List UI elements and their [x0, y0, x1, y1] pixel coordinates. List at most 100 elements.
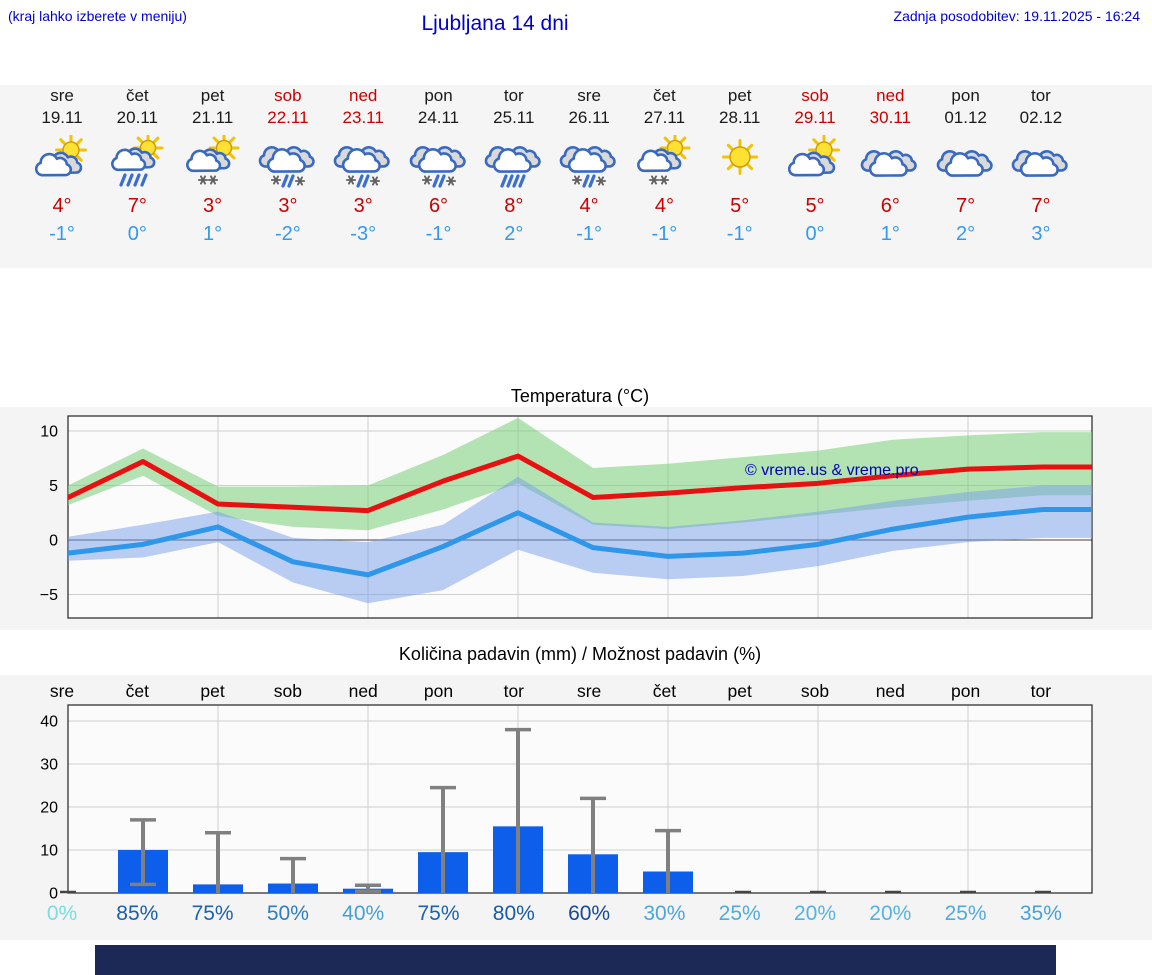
day-date: 22.11 [267, 108, 309, 127]
day-date: 20.11 [116, 108, 158, 127]
day-name: ned [349, 86, 378, 105]
y-axis-tick: 10 [40, 843, 58, 860]
precip-probability-label: 85% [116, 902, 158, 925]
y-axis-tick: 40 [40, 714, 58, 731]
day-date: 01.12 [944, 108, 987, 127]
high-temp: 3° [203, 195, 223, 217]
low-temp: -1° [576, 223, 602, 245]
day-date: 21.11 [191, 108, 234, 127]
precip-error-bar [355, 883, 381, 894]
precipitation-chart: sre čet pet sob ned pon tor sre čet pet sob ned pon t… [0, 675, 1152, 940]
precip-error-bar [655, 828, 681, 893]
last-update-timestamp: Zadnja posodobitev: 19.11.2025 - 16:24 [893, 8, 1140, 24]
precipitation-chart-svg: sre čet pet sob ned pon tor sre čet pet sob ned pon t… [40, 681, 1093, 925]
forecast-day: tor 25.11 8° 2° [476, 85, 552, 268]
temperature-chart-title: Temperatura (°C) [510, 386, 650, 406]
precip-probability-label: 75% [417, 902, 459, 925]
precip-probability-label: 25% [945, 902, 987, 925]
forecast-day: pet 21.11 3° 1° [175, 85, 251, 268]
day-name: pon [424, 86, 453, 105]
day-name: ned [876, 86, 905, 105]
temp-max-band [68, 417, 1092, 531]
forecast-strip: sre 19.11 4° -1° čet 20.11 7° 0° pet 21.11 3° 1° sob… [0, 85, 1152, 268]
precip-day-label: ned [876, 681, 905, 701]
y-axis-tick: 30 [40, 757, 58, 774]
forecast-day: pon 01.12 7° 2° [928, 85, 1004, 268]
temp-min-line [68, 506, 1092, 578]
precip-day-label: pet [728, 681, 752, 701]
day-date: 26.11 [568, 108, 610, 127]
forecast-day: ned 30.11 6° 1° [852, 85, 928, 268]
day-date: 19.11 [41, 108, 83, 127]
precip-probability-label: 0% [47, 902, 77, 925]
low-temp: 1° [880, 223, 900, 245]
page-title: Ljubljana 14 dni [421, 12, 569, 35]
low-temp: 2° [956, 223, 976, 245]
forecast-day: tor 02.12 7° 3° [1003, 85, 1079, 268]
day-name: čet [125, 86, 149, 105]
precip-probability-label: 75% [192, 902, 234, 925]
forecast-day: sre 26.11 4° -1° [551, 85, 627, 268]
location-hint: (kraj lahko izberete v meniju) [8, 8, 187, 24]
precip-day-label: sob [801, 681, 829, 701]
weather-rain-sun-icon [111, 135, 164, 187]
day-date: 02.12 [1019, 108, 1063, 127]
day-name: sre [577, 86, 601, 105]
precip-error-bar [505, 727, 531, 893]
day-name: pet [200, 86, 225, 105]
forecast-day: pet 28.11 5° -1° [702, 85, 778, 268]
weather-sleet-icon [258, 146, 315, 188]
precip-day-label: sre [50, 681, 74, 701]
low-temp: -1° [651, 223, 678, 245]
weather-sleet-icon [333, 146, 390, 188]
low-temp: 3° [1031, 223, 1051, 245]
day-name: tor [1030, 86, 1051, 105]
y-axis-tick: 10 [40, 424, 58, 441]
precip-day-label: tor [1031, 681, 1052, 701]
day-name: tor [503, 86, 524, 105]
precip-probability-label: 60% [568, 902, 610, 925]
forecast-day: ned 23.11 3° -3° [325, 85, 401, 268]
weather-rain-icon [484, 146, 541, 188]
day-name: pon [951, 86, 980, 105]
forecast-day: čet 27.11 4° -1° [626, 85, 702, 268]
low-temp: 0° [805, 223, 825, 245]
precipitation-chart-title: Količina padavin (mm) / Možnost padavin … [398, 644, 762, 664]
weather-partly-cloudy-icon [787, 135, 840, 177]
low-temp: 1° [203, 223, 223, 245]
precip-error-bar [580, 796, 606, 893]
low-temp: -1° [49, 223, 75, 245]
precip-probability-label: 25% [719, 902, 761, 925]
forecast-day: sob 29.11 5° 0° [777, 85, 853, 268]
day-date: 30.11 [869, 108, 911, 127]
precip-probability-label: 40% [342, 902, 384, 925]
precip-day-label: čet [653, 681, 676, 701]
precip-day-label: pet [200, 681, 224, 701]
high-temp: 4° [654, 195, 674, 217]
high-temp: 5° [730, 195, 750, 217]
precip-day-label: sre [577, 681, 601, 701]
forecast-day: sob 22.11 3° -2° [250, 85, 326, 268]
temp-max-line [68, 453, 1092, 514]
weather-sunny-icon [721, 139, 758, 175]
forecast-day: sre 19.11 4° -1° [24, 85, 100, 268]
day-date: 28.11 [719, 108, 761, 127]
weather-snow-sun-icon [185, 135, 240, 185]
high-temp: 5° [805, 195, 825, 217]
day-name: čet [653, 86, 676, 105]
precip-probability-label: 20% [869, 902, 911, 925]
day-date: 29.11 [794, 108, 836, 127]
precip-day-label: tor [504, 681, 525, 701]
high-temp: 3° [353, 195, 373, 217]
precip-error-bar [430, 785, 456, 893]
precip-probability-label: 20% [794, 902, 836, 925]
day-name: sob [801, 86, 829, 105]
y-axis-tick: −5 [40, 587, 58, 604]
day-date: 24.11 [417, 108, 460, 127]
high-temp: 4° [579, 195, 599, 217]
precip-probability-label: 50% [267, 902, 309, 925]
high-temp: 4° [52, 195, 72, 217]
low-temp: -1° [726, 223, 753, 245]
high-temp: 3° [278, 195, 298, 217]
day-name: pet [727, 86, 752, 105]
